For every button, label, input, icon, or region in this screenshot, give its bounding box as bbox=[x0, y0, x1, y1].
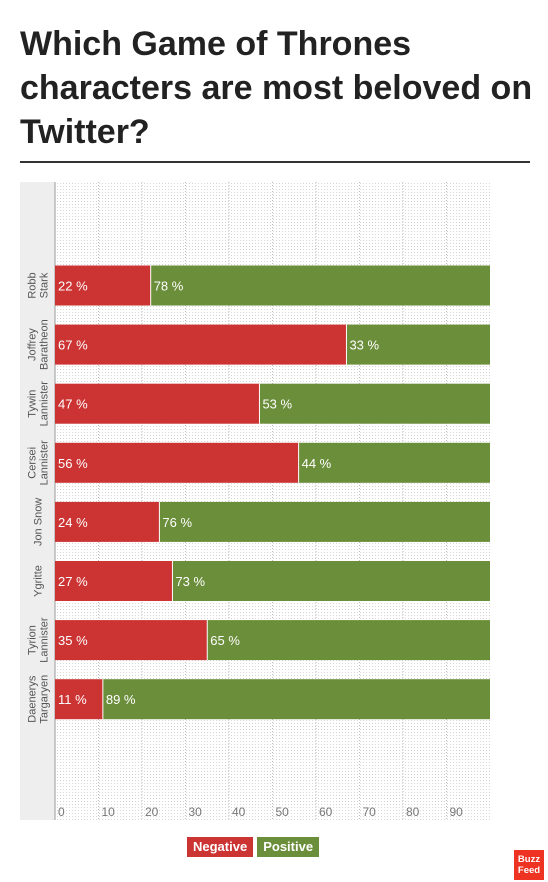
x-tick-label-80: 80 bbox=[406, 805, 420, 819]
category-label-4: Jon Snow bbox=[33, 498, 45, 546]
category-label-2-line-1: Lannister bbox=[39, 381, 51, 427]
logo-line-1: Buzz bbox=[517, 854, 541, 865]
data-label-negative-5: 27 % bbox=[58, 574, 88, 589]
bar-positive-6 bbox=[207, 620, 490, 661]
x-tick-label-10: 10 bbox=[102, 805, 116, 819]
data-label-positive-1: 33 % bbox=[349, 338, 379, 353]
bar-positive-1 bbox=[346, 324, 490, 365]
category-label-6-line-1: Lannister bbox=[39, 617, 51, 663]
data-label-negative-1: 67 % bbox=[58, 338, 88, 353]
bar-negative-2 bbox=[55, 383, 260, 424]
category-label-0-line-1: Stark bbox=[39, 272, 51, 298]
category-label-6-line-0: Tyrion bbox=[27, 625, 39, 655]
category-label-6: TyrionLannister bbox=[27, 617, 51, 663]
category-label-5-line-0: Ygritte bbox=[33, 565, 45, 597]
category-label-2: TywinLannister bbox=[27, 381, 51, 427]
category-label-0: RobbStark bbox=[27, 272, 51, 298]
data-label-positive-0: 78 % bbox=[154, 279, 184, 294]
data-label-positive-6: 65 % bbox=[210, 633, 240, 648]
legend: Negative Positive bbox=[187, 837, 320, 857]
x-tick-label-30: 30 bbox=[189, 805, 203, 819]
category-label-3-line-0: Cersei bbox=[27, 447, 39, 479]
legend-negative: Negative bbox=[187, 837, 254, 857]
category-label-panel bbox=[20, 182, 55, 820]
data-label-positive-7: 89 % bbox=[106, 692, 136, 707]
data-label-negative-4: 24 % bbox=[58, 515, 88, 530]
data-label-positive-3: 44 % bbox=[302, 456, 332, 471]
logo-line-2: Feed bbox=[517, 865, 541, 876]
x-tick-label-40: 40 bbox=[232, 805, 246, 819]
bar-positive-4 bbox=[159, 501, 490, 542]
x-tick-label-0: 0 bbox=[58, 805, 65, 819]
title-divider bbox=[20, 161, 530, 163]
bar-negative-5 bbox=[55, 561, 173, 601]
category-label-3-line-1: Lannister bbox=[39, 440, 51, 486]
category-label-5: Ygritte bbox=[33, 565, 45, 597]
bar-positive-0 bbox=[150, 265, 490, 306]
bar-negative-3 bbox=[55, 442, 299, 483]
chart-title: Which Game of Thrones characters are mos… bbox=[20, 25, 533, 151]
x-tick-label-60: 60 bbox=[319, 805, 333, 819]
bar-positive-3 bbox=[298, 442, 490, 483]
x-tick-label-20: 20 bbox=[145, 805, 159, 819]
data-label-negative-6: 35 % bbox=[58, 633, 88, 648]
category-label-0-line-0: Robb bbox=[27, 272, 39, 298]
category-label-4-line-0: Jon Snow bbox=[33, 498, 45, 546]
data-label-negative-7: 11 % bbox=[58, 692, 87, 707]
category-label-2-line-0: Tywin bbox=[27, 390, 39, 418]
bar-negative-1 bbox=[55, 324, 347, 365]
bar-positive-2 bbox=[259, 383, 490, 424]
x-tick-label-50: 50 bbox=[276, 805, 290, 819]
category-label-7: DaenerysTargaryen bbox=[27, 675, 51, 724]
category-label-1-line-1: Baratheon bbox=[39, 319, 51, 370]
data-label-positive-5: 73 % bbox=[175, 574, 205, 589]
bar-negative-4 bbox=[55, 501, 160, 542]
bar-negative-6 bbox=[55, 620, 208, 661]
bar-positive-5 bbox=[172, 561, 490, 601]
x-tick-label-70: 70 bbox=[363, 805, 377, 819]
data-label-negative-0: 22 % bbox=[58, 279, 88, 294]
data-label-positive-2: 53 % bbox=[262, 397, 292, 412]
category-label-1: JoffreyBaratheon bbox=[27, 319, 51, 370]
category-label-1-line-0: Joffrey bbox=[27, 328, 39, 361]
bar-positive-7 bbox=[102, 679, 490, 720]
category-label-7-line-0: Daenerys bbox=[27, 675, 39, 723]
legend-positive: Positive bbox=[257, 837, 320, 857]
data-label-negative-3: 56 % bbox=[58, 456, 88, 471]
x-tick-label-90: 90 bbox=[450, 805, 464, 819]
bar-negative-7 bbox=[55, 679, 103, 720]
buzzfeed-logo: Buzz Feed bbox=[514, 850, 544, 880]
data-label-negative-2: 47 % bbox=[58, 397, 88, 412]
category-label-7-line-1: Targaryen bbox=[39, 675, 51, 724]
category-label-3: CerseiLannister bbox=[27, 440, 51, 486]
data-label-positive-4: 76 % bbox=[162, 515, 192, 530]
bar-negative-0 bbox=[55, 265, 151, 306]
